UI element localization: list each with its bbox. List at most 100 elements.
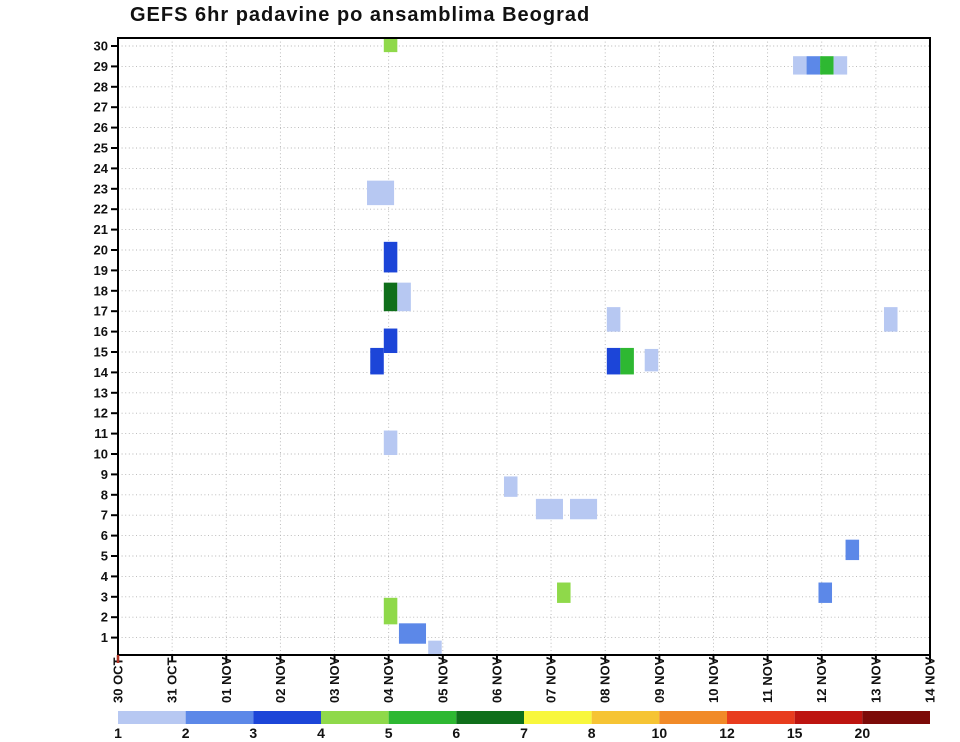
y-tick-label: 10 <box>94 447 108 462</box>
precip-cell <box>383 430 398 456</box>
y-tick-label: 14 <box>94 365 109 380</box>
x-tick-label: 13 NOV <box>868 656 883 703</box>
y-tick-label: 28 <box>94 79 108 94</box>
precip-cell <box>383 241 398 273</box>
y-axis: 1234567891011121314151617181920212223242… <box>94 39 118 645</box>
precip-cell <box>793 56 807 75</box>
colorbar-segment <box>524 711 592 724</box>
y-tick-label: 20 <box>94 243 108 258</box>
y-tick-label: 1 <box>101 630 108 645</box>
x-tick-label: 03 NOV <box>327 656 342 703</box>
precip-cell <box>570 498 598 520</box>
y-tick-label: 4 <box>101 569 109 584</box>
y-tick-label: 23 <box>94 181 108 196</box>
colorbar: 1 2 3 4 5 6 7 8 10 12 15 20 <box>114 711 930 741</box>
colorbar-label: 2 <box>182 725 190 741</box>
colorbar-segment <box>253 711 321 724</box>
colorbar-label: 1 <box>114 725 122 741</box>
y-tick-label: 16 <box>94 324 108 339</box>
precip-cell <box>620 347 634 375</box>
y-tick-label: 22 <box>94 202 108 217</box>
x-tick-label: 31 OCT <box>165 657 180 703</box>
precip-cell <box>383 597 398 625</box>
precip-cell <box>383 328 398 354</box>
colorbar-label: 15 <box>787 725 803 741</box>
colorbar-segment <box>185 711 254 724</box>
precip-cell <box>883 307 898 332</box>
colorbar-label: 10 <box>652 725 668 741</box>
precip-cell <box>367 180 395 206</box>
colorbar-segment <box>388 711 457 724</box>
colorbar-segment <box>727 711 795 724</box>
x-tick-label: 10 NOV <box>706 656 721 703</box>
x-tick-label: 01 NOV <box>219 656 234 703</box>
colorbar-segment <box>118 711 186 724</box>
precip-cell <box>383 38 398 53</box>
precip-cell <box>535 498 563 520</box>
x-tick-label: 30 OCT <box>111 657 126 703</box>
y-tick-label: 13 <box>94 385 108 400</box>
x-tick-label: 05 NOV <box>435 656 450 703</box>
grid <box>118 38 930 655</box>
y-tick-label: 17 <box>94 304 108 319</box>
colorbar-label: 12 <box>719 725 735 741</box>
precip-cell <box>833 56 848 75</box>
x-tick-label: 11 NOV <box>760 657 775 703</box>
colorbar-label: 7 <box>520 725 528 741</box>
y-tick-label: 11 <box>94 426 108 441</box>
colorbar-label: 20 <box>855 725 871 741</box>
plot-border <box>117 37 931 656</box>
precip-cell <box>845 539 860 561</box>
precip-cells <box>367 38 898 655</box>
colorbar-label: 8 <box>588 725 596 741</box>
x-tick-label: 06 NOV <box>489 656 504 703</box>
x-tick-label: 09 NOV <box>652 656 667 703</box>
y-tick-label: 21 <box>94 222 108 237</box>
y-tick-label: 2 <box>101 610 108 625</box>
colorbar-label: 6 <box>452 725 460 741</box>
precip-cell <box>820 56 834 75</box>
precip-cell <box>806 56 821 75</box>
precip-cell <box>557 582 571 603</box>
precip-cell <box>370 347 384 375</box>
x-tick-label: 02 NOV <box>273 656 288 703</box>
x-tick-label: 04 NOV <box>381 656 396 703</box>
colorbar-label: 3 <box>249 725 257 741</box>
y-tick-label: 30 <box>94 39 108 54</box>
y-tick-label: 18 <box>94 283 108 298</box>
colorbar-label: 4 <box>317 725 325 741</box>
y-tick-label: 25 <box>94 141 108 156</box>
colorbar-segment <box>591 711 660 724</box>
y-tick-label: 9 <box>101 467 108 482</box>
colorbar-segment <box>794 711 863 724</box>
y-tick-label: 8 <box>101 487 108 502</box>
precip-cell <box>503 476 518 497</box>
y-tick-label: 24 <box>94 161 109 176</box>
y-tick-label: 5 <box>101 549 108 564</box>
x-axis: 30 OCT 31 OCT 01 NOV 02 NOV 03 NOV 04 NOV 05 N… <box>111 655 938 703</box>
colorbar-segment <box>456 711 524 724</box>
x-tick-label: 08 NOV <box>598 656 613 703</box>
precip-cell <box>644 348 659 372</box>
colorbar-segment <box>659 711 727 724</box>
precip-cell <box>397 282 411 312</box>
precip-cell <box>398 623 427 644</box>
chart-title: GEFS 6hr padavine po ansamblima Beograd <box>130 4 591 26</box>
y-tick-label: 29 <box>94 59 108 74</box>
y-tick-label: 12 <box>94 406 108 421</box>
y-tick-label: 26 <box>94 120 108 135</box>
precip-cell <box>383 282 398 312</box>
colorbar-segment <box>321 711 389 724</box>
x-tick-label: 12 NOV <box>814 656 829 703</box>
y-tick-label: 19 <box>94 263 108 278</box>
x-tick-label: 14 NOV <box>923 656 938 703</box>
precip-cell <box>428 640 442 655</box>
precip-cell <box>606 347 621 375</box>
y-tick-label: 7 <box>101 508 108 523</box>
y-tick-label: 3 <box>101 589 108 604</box>
x-tick-label: 07 NOV <box>544 656 559 703</box>
y-tick-label: 15 <box>94 345 108 360</box>
precip-cell <box>606 307 621 332</box>
